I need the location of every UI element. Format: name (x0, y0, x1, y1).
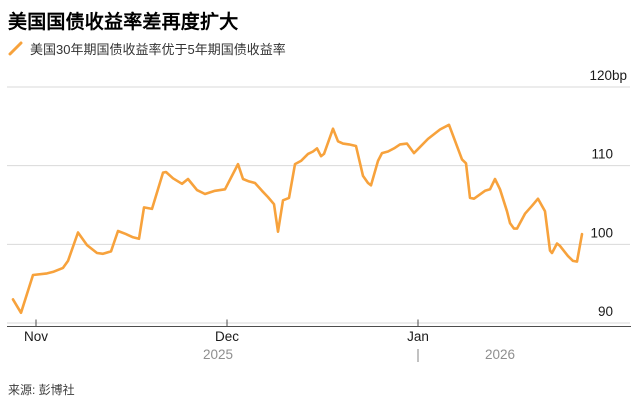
chart-title: 美国国债收益率差再度扩大 (8, 12, 239, 33)
year-label-2026: 2026 (485, 347, 515, 362)
x-tick-label-Jan: Jan (407, 329, 429, 344)
year-divider: | (416, 347, 420, 362)
x-tick-label-Dec: Dec (215, 329, 239, 344)
line-series-icon (8, 41, 23, 56)
source-note: 来源: 彭博社 (8, 383, 75, 397)
y-tick-label-90: 90 (598, 304, 613, 319)
legend-label: 美国30年期国债收益率优于5年期国债收益率 (30, 42, 286, 57)
y-tick-label-100: 100 (590, 225, 613, 240)
legend: 美国30年期国债收益率优于5年期国债收益率 (8, 39, 286, 58)
x-tick-label-Nov: Nov (24, 329, 48, 344)
spread-line (11, 123, 584, 315)
y-tick-label-120: 120bp (589, 68, 627, 83)
y-tick-label-110: 110 (591, 147, 613, 162)
year-label-2025: 2025 (203, 347, 233, 362)
